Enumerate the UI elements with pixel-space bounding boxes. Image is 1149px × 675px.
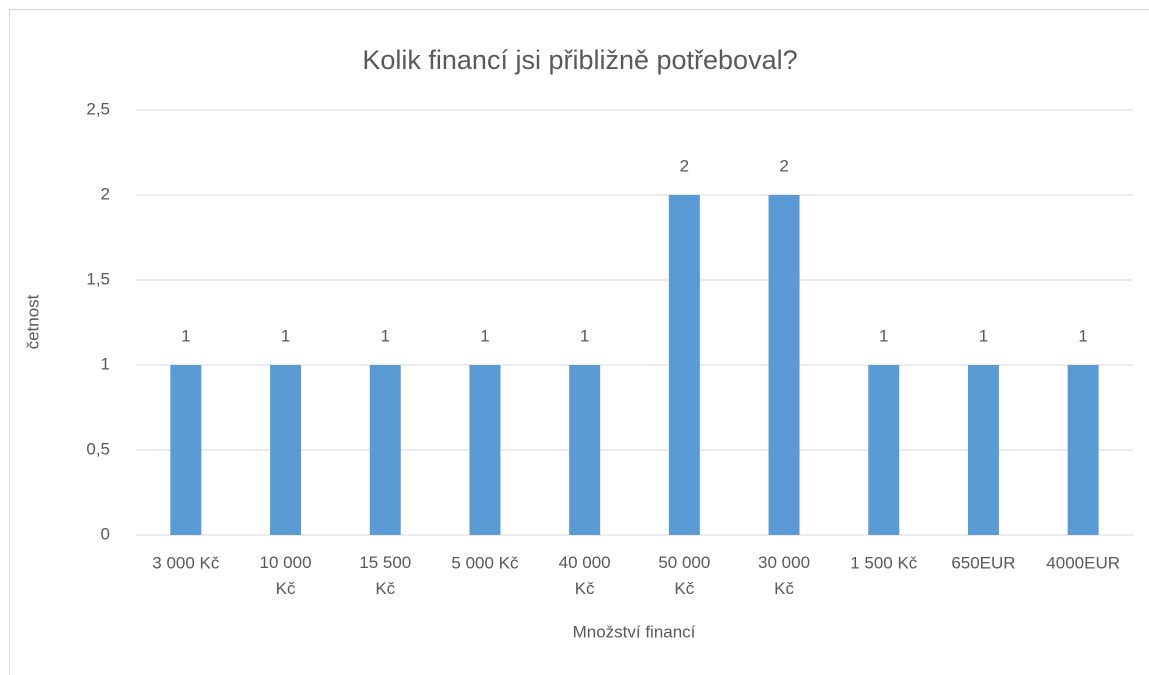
x-tick-label: 4000EUR [1046, 553, 1120, 572]
data-label: 1 [381, 326, 390, 345]
y-tick-label: 0,5 [86, 439, 110, 458]
data-label: 1 [1078, 326, 1087, 345]
x-tick-label-line: 40 000 [559, 553, 611, 572]
chart-border [9, 9, 1149, 675]
x-tick-label-line: Kč [375, 579, 395, 598]
bar [868, 365, 900, 535]
x-tick-label: 15 500 Kč [359, 553, 411, 598]
data-label: 1 [580, 326, 589, 345]
x-tick-label-line: Kč [674, 579, 694, 598]
bar [469, 365, 501, 535]
data-label: 1 [181, 326, 190, 345]
bar [1067, 365, 1099, 535]
data-label: 2 [779, 156, 788, 175]
bar [270, 365, 302, 535]
x-tick-label: 10 000 Kč [260, 553, 312, 598]
bar [369, 365, 401, 535]
x-tick-label-line: Kč [774, 579, 794, 598]
bar [569, 365, 601, 535]
data-label: 1 [281, 326, 290, 345]
y-tick-label: 1,5 [86, 269, 110, 288]
chart-title: Kolik financí jsi přibližně potřeboval? [362, 45, 797, 75]
bar [668, 195, 700, 535]
data-label: 1 [979, 326, 988, 345]
data-label: 1 [879, 326, 888, 345]
data-label: 1 [480, 326, 489, 345]
x-tick-label: 40 000 Kč [559, 553, 611, 598]
x-tick-label: 30 000 Kč [758, 553, 810, 598]
x-tick-label: 3 000 Kč [152, 553, 220, 572]
bar [768, 195, 800, 535]
x-tick-label-line: 10 000 [260, 553, 312, 572]
x-tick-label-line: Kč [575, 579, 595, 598]
x-tick-label-line: 30 000 [758, 553, 810, 572]
bar [170, 365, 202, 535]
x-tick-label-line: 15 500 [359, 553, 411, 572]
x-tick-label: 5 000 Kč [451, 553, 519, 572]
x-tick-label: 650EUR [951, 553, 1015, 572]
x-tick-label: 50 000 Kč [658, 553, 710, 598]
y-tick-label: 1 [101, 354, 110, 373]
y-tick-label: 2 [101, 184, 110, 203]
x-tick-label-line: Kč [276, 579, 296, 598]
x-axis-label: Množství financí [573, 622, 696, 641]
bar [967, 365, 999, 535]
data-label: 2 [680, 156, 689, 175]
x-tick-label: 1 500 Kč [850, 553, 918, 572]
y-tick-label: 2,5 [86, 99, 110, 118]
y-tick-label: 0 [101, 524, 110, 543]
y-axis-label: četnost [23, 294, 42, 349]
x-tick-label-line: 50 000 [658, 553, 710, 572]
